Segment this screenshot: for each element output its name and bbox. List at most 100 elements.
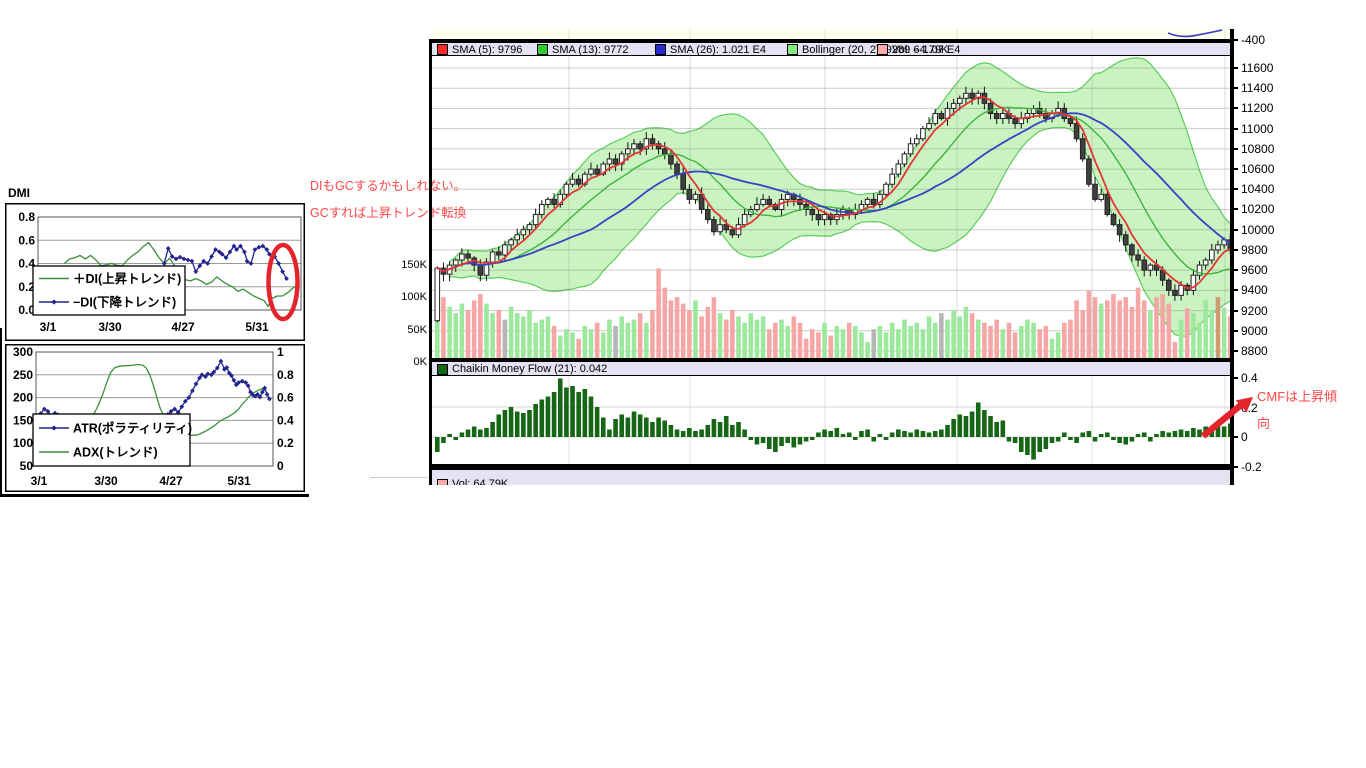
price-axis-label: 11400 bbox=[1241, 81, 1274, 96]
price-axis-label: 10800 bbox=[1241, 141, 1275, 156]
svg-text:0.4: 0.4 bbox=[18, 257, 35, 271]
svg-text:0.6: 0.6 bbox=[18, 233, 35, 247]
sma13-legend-label: SMA (13): 9772 bbox=[552, 43, 629, 56]
cmf-up-arrow-icon bbox=[1200, 397, 1253, 439]
upper-axis-label-tick bbox=[1231, 39, 1238, 41]
dmi-chart-title: DMI bbox=[8, 186, 30, 200]
svg-text:ATR(ポラティリティ): ATR(ポラティリティ) bbox=[73, 421, 192, 436]
bollinger-color-swatch-icon bbox=[787, 44, 798, 55]
sma26-legend-label: SMA (26): 1.021 E4 bbox=[670, 43, 766, 56]
annotation-di-gc-line1: DIもGCするかもしれない。 bbox=[310, 179, 467, 193]
svg-text:5/31: 5/31 bbox=[227, 474, 251, 488]
left-window-bottom-border bbox=[0, 494, 309, 497]
price-axis: -400 11600 11400 11200 11000 10800 10600 10400 1… bbox=[1230, 0, 1366, 490]
svg-text:4/27: 4/27 bbox=[159, 474, 183, 488]
svg-text:3/1: 3/1 bbox=[40, 320, 57, 334]
price-axis-label: 9000 bbox=[1241, 323, 1268, 338]
main-chart-legend-bar: SMA (5): 9796 SMA (13): 9772 SMA (26): 1.0… bbox=[432, 42, 1230, 56]
price-axis-label-tick bbox=[1231, 349, 1238, 352]
sma5-color-swatch-icon bbox=[437, 44, 448, 55]
cmf-chart-plot[interactable] bbox=[432, 376, 1230, 464]
price-axis-label-tick bbox=[1231, 87, 1238, 90]
svg-text:−DI(下降トレンド): −DI(下降トレンド) bbox=[73, 295, 176, 310]
cmf-axis-label: 0 bbox=[1241, 430, 1248, 444]
legend-item-sma13[interactable]: SMA (13): 9772 bbox=[537, 44, 628, 56]
price-axis-label-tick bbox=[1231, 269, 1238, 272]
cmf-axis-label-tick bbox=[1231, 436, 1238, 438]
cmf-axis-label: 0.4 bbox=[1241, 371, 1258, 385]
svg-text:＋DI(上昇トレンド): ＋DI(上昇トレンド) bbox=[73, 271, 181, 286]
svg-text:50: 50 bbox=[20, 459, 34, 473]
legend-item-volume[interactable]: Vol: 64.79K bbox=[437, 478, 508, 485]
svg-text:ADX(トレンド): ADX(トレンド) bbox=[73, 446, 158, 460]
price-axis-label-tick bbox=[1231, 329, 1238, 332]
svg-text:150: 150 bbox=[13, 413, 33, 427]
annotation-cmf-line2: 向 bbox=[1257, 416, 1271, 431]
price-axis-label: 10000 bbox=[1241, 222, 1275, 237]
bollinger-band bbox=[449, 57, 1230, 337]
svg-text:3/1: 3/1 bbox=[31, 474, 48, 488]
svg-text:300: 300 bbox=[13, 345, 33, 359]
main-chart-right-border bbox=[1230, 29, 1234, 485]
atr-legend-box: ATR(ポラティリティ) ADX(トレンド) bbox=[32, 413, 192, 467]
red-ellipse-annotation bbox=[266, 242, 300, 322]
svg-text:250: 250 bbox=[13, 368, 33, 382]
volume-color-swatch-icon bbox=[437, 478, 448, 485]
price-axis-label: 10600 bbox=[1241, 162, 1275, 177]
legend-item-sma26[interactable]: SMA (26): 1.021 E4 bbox=[655, 44, 766, 56]
price-axis-label-tick bbox=[1231, 309, 1238, 312]
svg-text:100: 100 bbox=[13, 436, 33, 450]
price-axis-label-tick bbox=[1231, 67, 1238, 69]
price-chart-plot[interactable] bbox=[432, 56, 1230, 358]
panel-separator-top bbox=[429, 39, 1234, 43]
volume-axis-label: 100K bbox=[401, 291, 427, 303]
cmf-legend-label: Chaikin Money Flow (21): 0.042 bbox=[452, 363, 608, 375]
panel-separator-bottom bbox=[429, 464, 1234, 470]
left-window-border bbox=[0, 328, 2, 497]
legend-item-sma5[interactable]: SMA (5): 9796 bbox=[437, 44, 522, 56]
legend-item-cmf[interactable]: Chaikin Money Flow (21): 0.042 bbox=[437, 363, 607, 375]
price-axis-label-tick bbox=[1231, 208, 1238, 211]
sma5-legend-label: SMA (5): 9796 bbox=[452, 43, 523, 56]
dmi-legend-box: ＋DI(上昇トレンド) −DI(下降トレンド) bbox=[32, 265, 186, 316]
annotation-di-gc-line2: GCすれば上昇トレンド転換 bbox=[310, 206, 467, 220]
sma13-color-swatch-icon bbox=[537, 44, 548, 55]
svg-text:0.2: 0.2 bbox=[18, 280, 35, 294]
svg-text:0.8: 0.8 bbox=[277, 368, 294, 382]
volume-bars bbox=[435, 268, 1230, 358]
window-edge-line bbox=[370, 477, 427, 478]
vol-color-swatch-icon bbox=[877, 44, 888, 55]
sma26-color-swatch-icon bbox=[655, 44, 666, 55]
svg-text:0.6: 0.6 bbox=[277, 391, 294, 405]
dmi-chart-plot: 0.8 0.6 0.4 0.2 0.0 3/1 3/30 4/27 5/31 ＋DI(上昇トレンド… bbox=[5, 203, 305, 341]
price-axis-label: 11200 bbox=[1241, 101, 1274, 116]
main-chart-left-border bbox=[429, 39, 432, 485]
sma13-line bbox=[436, 106, 1230, 275]
cmf-axis-label: -0.2 bbox=[1241, 459, 1262, 474]
volume-axis-label: 150K bbox=[401, 258, 427, 271]
panel-separator-mid bbox=[429, 358, 1234, 362]
svg-text:200: 200 bbox=[13, 391, 33, 405]
cmf-legend-bar: Chaikin Money Flow (21): 0.042 bbox=[432, 362, 1230, 376]
price-axis-label: 10400 bbox=[1241, 182, 1275, 197]
price-axis-label-tick bbox=[1231, 188, 1238, 191]
volume-axis-label: 0K bbox=[413, 356, 427, 368]
volume-axis-label: 50K bbox=[407, 323, 427, 336]
price-axis-label: 8800 bbox=[1241, 343, 1268, 358]
legend-item-vol[interactable]: Vol: 64.79K bbox=[877, 44, 948, 56]
upper-panel-sliver bbox=[432, 29, 1230, 39]
svg-text:0.2: 0.2 bbox=[277, 436, 294, 450]
svg-text:0.8: 0.8 bbox=[18, 210, 35, 224]
volume-legend-bar: Vol: 64.79K bbox=[432, 470, 1230, 485]
cmf-axis-label-tick bbox=[1231, 377, 1238, 379]
price-axis-label-tick bbox=[1231, 107, 1238, 110]
volume-legend-label: Vol: 64.79K bbox=[452, 478, 509, 485]
cmf-axis-label-tick bbox=[1231, 465, 1238, 468]
price-axis-label-tick bbox=[1231, 127, 1238, 130]
svg-text:5/31: 5/31 bbox=[245, 320, 269, 334]
price-axis-label: 9400 bbox=[1241, 283, 1268, 298]
price-axis-label: 10200 bbox=[1241, 202, 1275, 217]
price-axis-label: 9800 bbox=[1241, 242, 1268, 257]
svg-text:1: 1 bbox=[277, 345, 284, 359]
